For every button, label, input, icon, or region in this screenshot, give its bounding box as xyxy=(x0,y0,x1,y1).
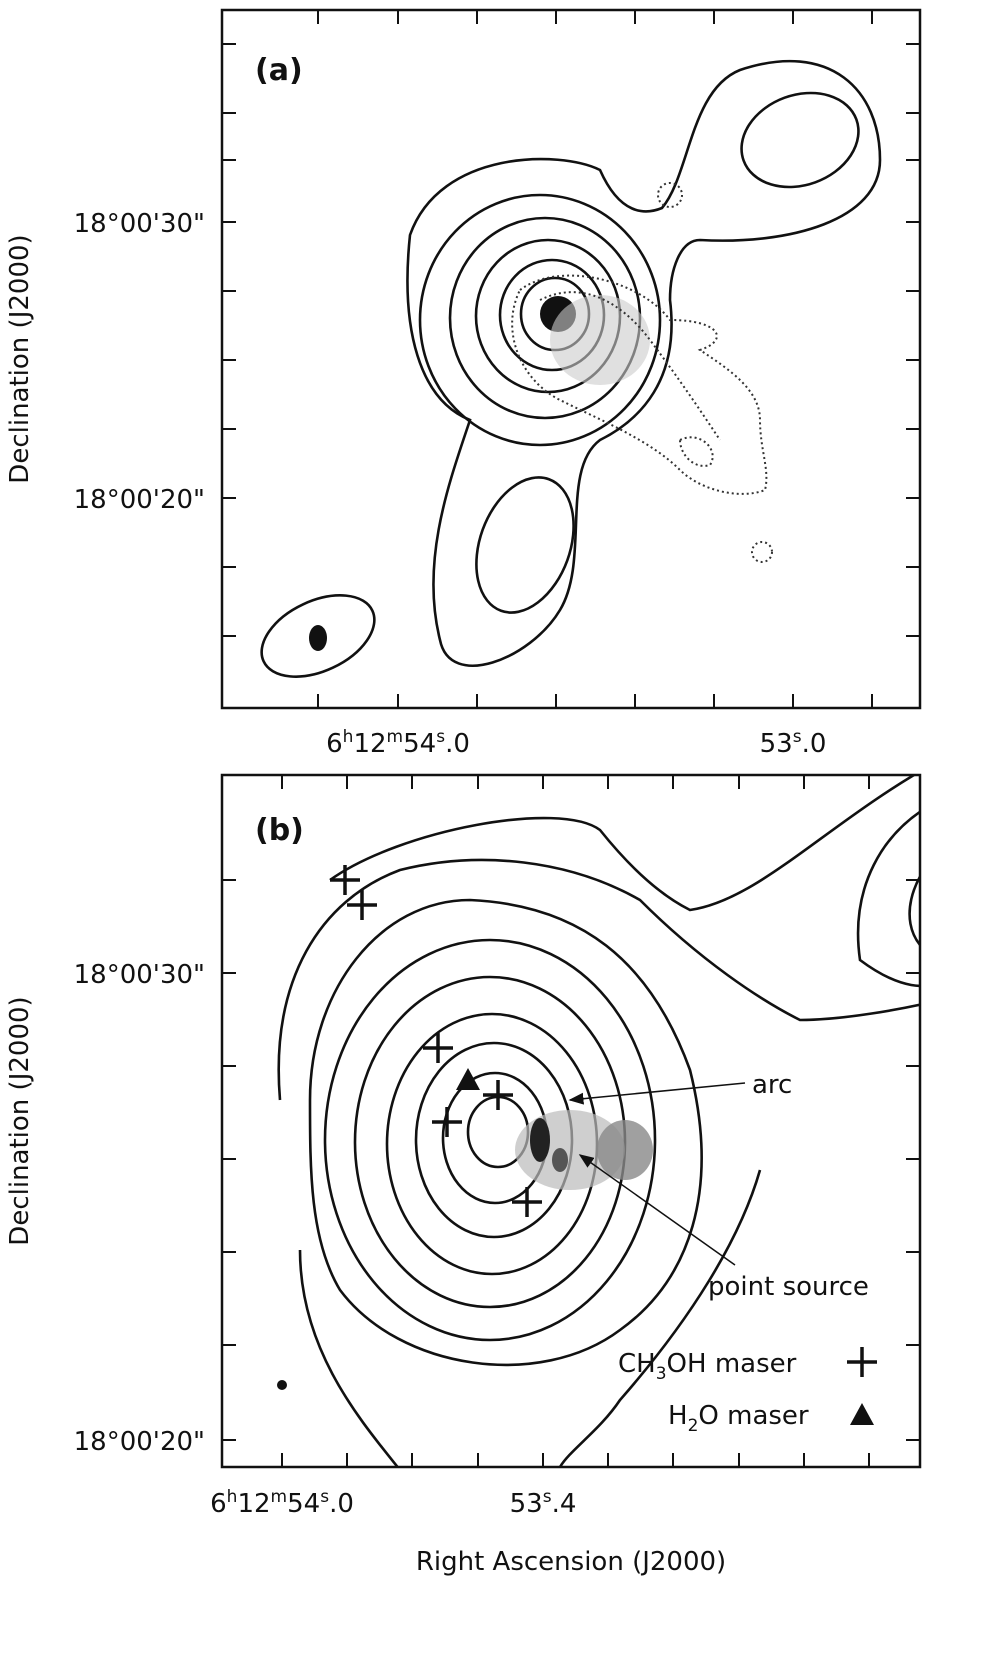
panel-label: (a) xyxy=(255,53,303,88)
maser-markers xyxy=(330,865,877,1377)
label-part: 12 xyxy=(237,1489,270,1519)
arrow xyxy=(578,1154,736,1266)
x-tick-label: 6h12m54s.0 xyxy=(326,727,470,759)
y-tick-label: 18°00'30" xyxy=(74,960,205,990)
label-part: H xyxy=(668,1401,688,1431)
label-part: CH xyxy=(618,1349,656,1379)
arrow xyxy=(568,1082,746,1105)
y-tick-label: 18°00'30" xyxy=(74,209,205,239)
panel-label: (b) xyxy=(255,813,304,848)
annotation: arc xyxy=(752,1070,792,1100)
x-axis-label: Right Ascension (J2000) xyxy=(416,1547,726,1577)
label-part: h xyxy=(343,727,354,747)
y-axis-label: Declination (J2000) xyxy=(5,996,35,1245)
x-tick-label: 53s.4 xyxy=(510,1487,577,1519)
label-part: 54 xyxy=(403,729,436,759)
label-part: 2 xyxy=(688,1416,699,1436)
y-tick-label: 18°00'20" xyxy=(74,1427,205,1457)
legend-entry: H2O maser xyxy=(668,1401,809,1436)
label-part: .0 xyxy=(329,1489,354,1519)
label-part: m xyxy=(387,727,404,747)
label-part: 3 xyxy=(656,1364,667,1384)
label-part: 54 xyxy=(287,1489,320,1519)
label-part: m xyxy=(271,1487,288,1507)
label-part: h xyxy=(227,1487,238,1507)
label-part: s xyxy=(320,1487,329,1507)
label-part: .0 xyxy=(445,729,470,759)
y-tick-label: 18°00'20" xyxy=(74,485,205,515)
label-part: 53 xyxy=(510,1489,543,1519)
label-part: s xyxy=(436,727,445,747)
panel-b-frame xyxy=(220,773,922,1469)
label-part: O maser xyxy=(698,1401,809,1431)
label-part: 6 xyxy=(326,729,343,759)
y-axis-label: Declination (J2000) xyxy=(5,234,35,483)
panel-a-contours xyxy=(260,59,882,678)
label-part: 6 xyxy=(210,1489,227,1519)
legend-entry: CH3OH maser xyxy=(618,1349,797,1384)
label-part: 12 xyxy=(353,729,386,759)
x-tick-label: 6h12m54s.0 xyxy=(210,1487,354,1519)
label-part: .4 xyxy=(552,1489,577,1519)
label-part: .0 xyxy=(802,729,827,759)
label-part: OH maser xyxy=(667,1349,797,1379)
panel-b-contours xyxy=(277,775,920,1467)
label-part: s xyxy=(793,727,802,747)
annotation: point source xyxy=(708,1272,869,1302)
label-part: s xyxy=(543,1487,552,1507)
label-part: 53 xyxy=(760,729,793,759)
x-tick-label: 53s.0 xyxy=(760,727,827,759)
